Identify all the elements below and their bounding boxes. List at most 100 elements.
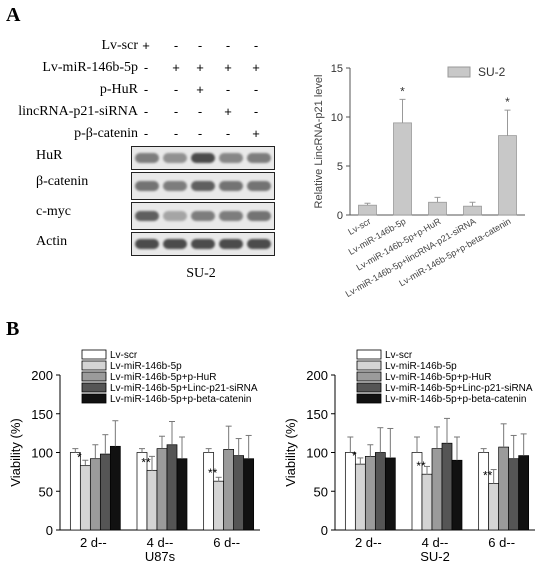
- y-tick-label: 5: [337, 161, 343, 173]
- treatment-row-label: Lv-scr: [101, 38, 138, 53]
- bar: [358, 204, 377, 216]
- y-tick-label: 100: [31, 446, 53, 461]
- legend-label: Lv-miR-146b-5p+p-HuR: [385, 372, 491, 383]
- treatment-sign: -: [143, 104, 149, 119]
- y-axis-label: Viability (%): [8, 418, 23, 486]
- treatment-sign: +: [252, 126, 260, 141]
- y-tick-label: 50: [314, 484, 328, 499]
- bar: [156, 448, 168, 531]
- blot-band: [163, 153, 187, 163]
- y-tick-label: 15: [331, 63, 343, 75]
- treatment-sign: +: [252, 60, 260, 75]
- treatment-sign: -: [173, 104, 179, 119]
- legend-swatch: [81, 360, 107, 371]
- blot-label: Actin: [36, 234, 68, 249]
- blot-band: [163, 239, 187, 249]
- x-tick-label: 6 d--: [488, 535, 515, 550]
- x-tick-label: 4 d--: [147, 535, 174, 550]
- legend-swatch: [356, 349, 382, 360]
- y-tick-label: 0: [321, 523, 328, 538]
- treatment-sign: -: [143, 82, 149, 97]
- treatment-row-label: Lv-miR-146b-5p: [42, 60, 138, 75]
- blot-band: [247, 153, 271, 163]
- blot-band: [247, 211, 271, 221]
- treatment-sign: -: [197, 126, 203, 141]
- blot-band: [191, 239, 215, 249]
- treatment-sign: +: [224, 60, 232, 75]
- bar: [421, 473, 433, 531]
- blot-band: [247, 239, 271, 249]
- blot-strip: [131, 172, 275, 200]
- blot-band: [191, 211, 215, 221]
- blot-band: [135, 181, 159, 191]
- treatment-sign: -: [197, 38, 203, 53]
- bar: [384, 457, 396, 531]
- significance-label: *: [505, 95, 510, 109]
- bar: [374, 452, 386, 531]
- blot-band: [247, 181, 271, 191]
- legend-swatch: [447, 66, 471, 78]
- legend-swatch: [81, 371, 107, 382]
- bar: [354, 463, 366, 531]
- blot-band: [135, 153, 159, 163]
- bar: [431, 448, 443, 531]
- bar: [99, 453, 111, 531]
- x-axis-label: SU-2: [420, 549, 450, 564]
- bar: [146, 469, 158, 531]
- y-tick-label: 100: [306, 446, 328, 461]
- treatment-row-label: p-β-catenin: [74, 126, 138, 141]
- y-tick-label: 200: [31, 368, 53, 383]
- blot-band: [191, 153, 215, 163]
- x-axis-label: U87s: [145, 549, 176, 564]
- bar: [233, 455, 245, 531]
- y-tick-label: 10: [331, 112, 343, 124]
- legend-label: Lv-miR-146b-5p+p-beta-catenin: [385, 394, 526, 405]
- blot-band: [219, 211, 243, 221]
- x-tick-label: 2 d--: [80, 535, 107, 550]
- bar: [451, 459, 463, 531]
- treatment-sign: +: [224, 104, 232, 119]
- blot-strip: [131, 202, 275, 230]
- bar: [203, 452, 215, 531]
- y-tick-label: 0: [337, 210, 343, 222]
- legend-swatch: [356, 360, 382, 371]
- treatment-sign: +: [142, 38, 150, 53]
- treatment-sign: -: [253, 38, 259, 53]
- y-axis-label: Relative LincRNA-p21 level: [313, 75, 325, 209]
- legend-swatch: [356, 382, 382, 393]
- significance-label: *: [77, 451, 82, 465]
- bar: [166, 444, 178, 531]
- bar: [109, 445, 121, 531]
- treatment-sign: +: [196, 82, 204, 97]
- y-tick-label: 150: [31, 407, 53, 422]
- blot-band: [219, 239, 243, 249]
- treatment-sign: -: [225, 126, 231, 141]
- blot-strip: [131, 232, 275, 256]
- blot-band: [219, 181, 243, 191]
- bar: [243, 458, 255, 531]
- lincrna-bar-chart: 0 5 10 15 Relative LincRNA-p21 level SU-2 Lv-s…: [313, 63, 525, 299]
- legend-label: Lv-scr: [385, 350, 413, 361]
- treatment-sign: -: [143, 126, 149, 141]
- bar: [213, 480, 225, 531]
- significance-label: *: [352, 449, 357, 463]
- legend-label: Lv-miR-146b-5p+p-beta-catenin: [110, 394, 251, 405]
- bar: [498, 446, 510, 531]
- significance-label: *: [400, 84, 405, 98]
- bar: [89, 458, 101, 531]
- bar: [344, 452, 356, 531]
- treatment-sign: -: [197, 104, 203, 119]
- treatment-row-label: lincRNA-p21-siRNA: [18, 104, 138, 119]
- x-tick-label: 4 d--: [422, 535, 449, 550]
- panel-b-letter: B: [6, 318, 20, 340]
- legend-label: Lv-miR-146b-5p: [385, 361, 457, 372]
- blot-band: [163, 181, 187, 191]
- treatment-sign: -: [173, 82, 179, 97]
- bar: [518, 455, 530, 531]
- legend-label: Lv-miR-146b-5p+Linc-p21-siRNA: [385, 383, 533, 394]
- bar: [223, 449, 235, 531]
- legend-swatch: [81, 349, 107, 360]
- legend-swatch: [81, 393, 107, 404]
- y-tick-label: 200: [306, 368, 328, 383]
